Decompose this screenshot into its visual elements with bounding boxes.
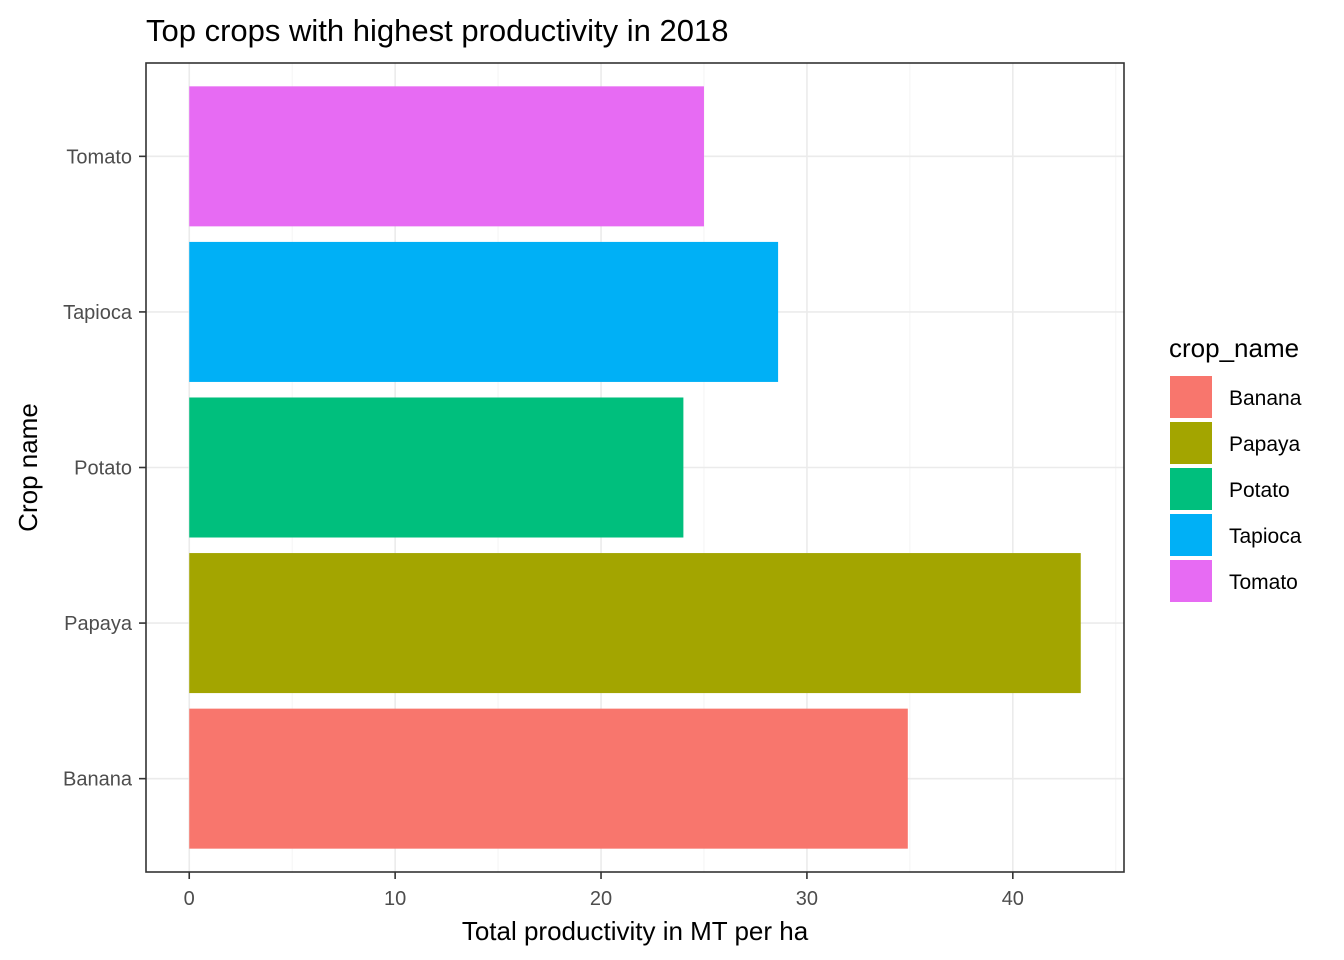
y-axis-title: Crop name xyxy=(13,403,43,532)
x-tick-label: 10 xyxy=(384,888,406,910)
legend-label-banana: Banana xyxy=(1229,387,1302,410)
y-tick-label: Banana xyxy=(63,769,133,791)
x-axis: 0 10 20 30 40 xyxy=(184,872,1024,910)
chart-title: Top crops with highest productivity in 2… xyxy=(146,13,728,48)
legend-label-papaya: Papaya xyxy=(1229,433,1301,456)
bar-tapioca xyxy=(189,241,779,382)
x-tick-label: 0 xyxy=(184,888,195,910)
legend-swatch-papaya xyxy=(1170,422,1212,464)
legend-items: Banana Papaya Potato Tapioca Tomato xyxy=(1170,376,1302,602)
x-tick-label: 30 xyxy=(796,888,818,910)
legend-swatch-tomato xyxy=(1170,560,1212,602)
legend-label-tapioca: Tapioca xyxy=(1229,525,1302,548)
y-tick-label: Tapioca xyxy=(63,302,133,324)
legend-label-tomato: Tomato xyxy=(1229,571,1298,594)
legend-swatch-banana xyxy=(1170,376,1212,418)
legend-swatch-tapioca xyxy=(1170,514,1212,556)
y-tick-label: Potato xyxy=(74,458,132,480)
x-axis-title: Total productivity in MT per ha xyxy=(462,916,809,946)
legend-label-potato: Potato xyxy=(1229,479,1290,502)
x-tick-label: 20 xyxy=(590,888,612,910)
legend-title: crop_name xyxy=(1169,333,1299,363)
bar-banana xyxy=(189,708,908,849)
y-axis: Banana Papaya Potato Tapioca Tomato xyxy=(63,146,146,791)
bar-potato xyxy=(189,397,684,538)
legend: crop_name Banana Papaya Potato Tapioca Tomat… xyxy=(1169,333,1302,602)
bars xyxy=(189,86,1081,849)
bar-tomato xyxy=(189,86,704,227)
y-tick-label: Tomato xyxy=(66,146,132,168)
legend-swatch-potato xyxy=(1170,468,1212,510)
y-tick-label: Papaya xyxy=(64,613,133,635)
x-tick-label: 40 xyxy=(1002,888,1024,910)
bar-papaya xyxy=(189,553,1081,694)
